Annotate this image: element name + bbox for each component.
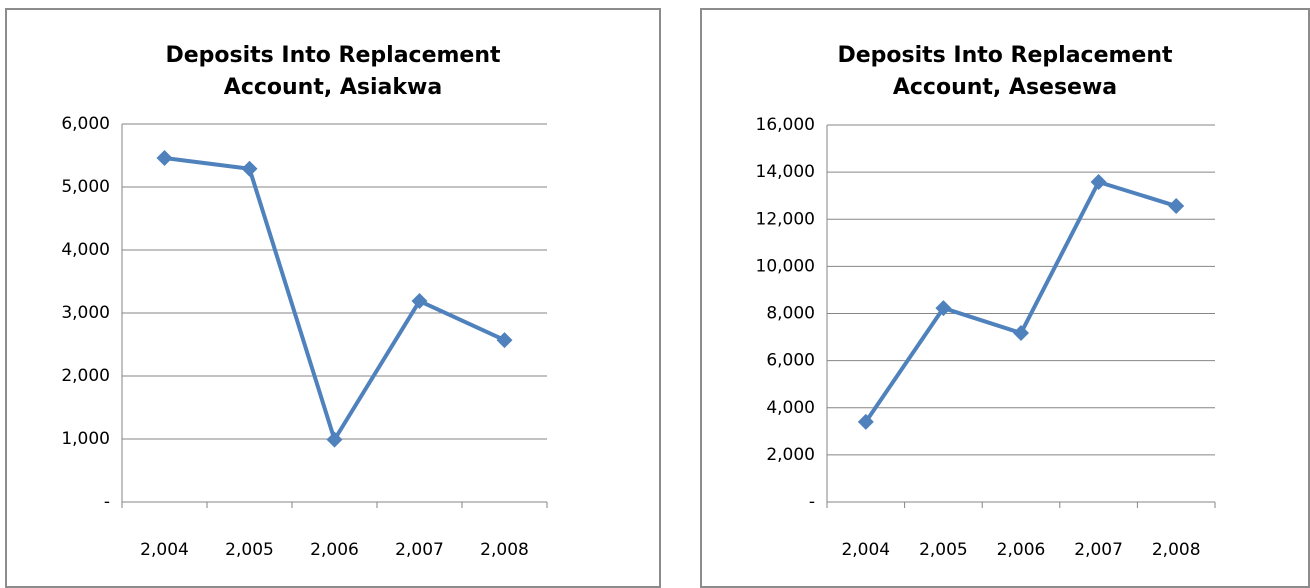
y-tick-label: 5,000: [61, 177, 110, 197]
data-point: [935, 300, 952, 317]
y-tick-label: 12,000: [756, 209, 815, 229]
x-tick-label: 2,006: [997, 540, 1046, 560]
y-tick-label: 4,000: [61, 240, 110, 260]
chart-panel: Deposits Into Replacement Account, Asiak…: [5, 8, 661, 588]
data-point: [1090, 174, 1107, 191]
y-tick-label: 3,000: [61, 303, 110, 323]
y-tick-label: 4,000: [766, 398, 815, 418]
data-point: [326, 431, 343, 448]
data-point: [1168, 198, 1185, 215]
x-tick-label: 2,007: [1074, 540, 1123, 560]
y-tick-label: 6,000: [766, 351, 815, 371]
y-tick-label: -: [104, 492, 110, 512]
x-tick-label: 2,006: [310, 540, 359, 560]
data-point: [411, 293, 428, 310]
y-tick-label: 6,000: [61, 114, 110, 134]
data-point: [857, 413, 874, 430]
y-tick-label: -: [809, 492, 815, 512]
data-point: [496, 332, 513, 349]
y-tick-label: 1,000: [61, 429, 110, 449]
data-line: [164, 156, 506, 442]
chart-panel: Deposits Into Replacement Account, Asese…: [700, 8, 1310, 588]
chart: - 2,000 4,000 6,000 8,000 10,000 12,000 14,000 1…: [756, 115, 1216, 560]
y-tick-label: 2,000: [61, 366, 110, 386]
data-point: [241, 160, 258, 177]
y-tick-label: 8,000: [766, 304, 815, 324]
x-tick-label: 2,008: [1152, 540, 1201, 560]
x-tick-label: 2,007: [395, 540, 444, 560]
chart-title: Deposits Into Replacement Account, Asiak…: [165, 43, 501, 100]
data-point: [156, 150, 173, 167]
y-tick-label: 2,000: [766, 445, 815, 465]
y-tick-label: 16,000: [756, 115, 815, 135]
data-line: [864, 180, 1177, 424]
y-tick-label: 10,000: [756, 256, 815, 276]
chart-title: Deposits Into Replacement Account, Asese…: [837, 43, 1173, 100]
y-tick-label: 14,000: [756, 162, 815, 182]
x-tick-label: 2,008: [480, 540, 529, 560]
x-tick-label: 2,004: [140, 540, 189, 560]
data-point: [1013, 325, 1029, 342]
chart: - 1,000 2,000 3,000 4,000 5,000 6,000 2,004 2,00…: [61, 114, 548, 560]
x-tick-label: 2,004: [841, 540, 890, 560]
x-tick-label: 2,005: [225, 540, 274, 560]
x-tick-label: 2,005: [919, 540, 968, 560]
